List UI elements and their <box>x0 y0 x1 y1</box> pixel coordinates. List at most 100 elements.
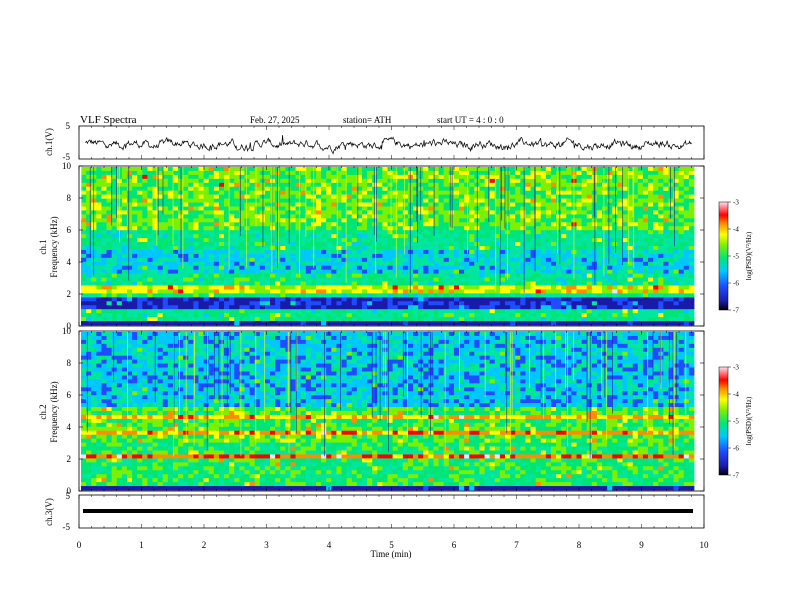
spectrogram-cell <box>479 202 485 207</box>
spectrogram-cell <box>361 218 368 223</box>
spectrogram-cell <box>86 293 92 298</box>
spectrogram-cell <box>132 238 138 243</box>
spectrogram-cell <box>346 226 353 231</box>
spectrogram-cell <box>448 170 455 176</box>
spectrogram-cell <box>617 226 623 231</box>
spectrogram-cell <box>336 309 342 314</box>
spectrogram-cell <box>326 230 332 235</box>
spectrogram-cell <box>566 313 572 318</box>
spectrogram-cell <box>683 210 690 215</box>
spectrogram-cell <box>515 182 521 188</box>
spectrogram-cell <box>331 281 337 286</box>
spectrogram-cell <box>397 214 404 219</box>
spectrogram-cell <box>474 309 480 314</box>
spectrogram-cell <box>535 230 542 235</box>
spectrogram-cell <box>397 182 404 188</box>
spectrogram-cell <box>464 317 470 322</box>
spectrogram-cell <box>172 309 179 314</box>
spectrogram-cell <box>596 269 603 275</box>
spectrogram-cell <box>602 234 608 239</box>
spectrogram-cell <box>617 269 623 275</box>
spectrogram-cell <box>162 249 169 255</box>
spectrogram-cell <box>525 265 531 271</box>
spectrogram-cell <box>561 313 567 318</box>
spectrogram-cell <box>147 313 153 318</box>
spectrogram-cell <box>520 238 526 243</box>
spectrogram-cell <box>678 167 685 172</box>
spectrogram-cell <box>581 214 588 219</box>
spectrogram-cell <box>305 242 312 247</box>
spectrogram-cell <box>566 210 572 215</box>
spectrogram-cell <box>453 234 460 239</box>
spectrogram-cell <box>101 186 107 192</box>
spectrogram-cell <box>402 222 409 227</box>
spectrogram-cell <box>484 269 491 275</box>
spectrogram-cell <box>469 174 475 180</box>
spectrogram-cell <box>448 178 455 184</box>
spectrogram-cell <box>453 222 460 227</box>
spectrogram-cell <box>397 174 404 180</box>
spectrogram-cell <box>126 246 133 251</box>
spectrogram-cell <box>469 206 475 211</box>
spectrogram-cell <box>658 313 664 318</box>
spectrogram-cell <box>663 273 669 278</box>
spectrogram-cell <box>254 218 261 223</box>
spectrogram-cell <box>249 230 256 235</box>
spectrogram-cell <box>137 285 143 290</box>
spectrogram-cell <box>86 281 92 286</box>
spectrogram-cell <box>484 238 491 243</box>
spectrogram-cell <box>290 182 296 188</box>
spectrogram-cell <box>535 174 542 180</box>
spectrogram-cell <box>658 321 664 326</box>
spectrogram-cell <box>377 321 383 326</box>
spectrogram-cell <box>464 230 470 235</box>
spectrogram-cell <box>356 257 363 263</box>
spectrogram-cell <box>443 198 450 203</box>
spectrogram-cell <box>229 253 235 259</box>
spectrogram-cell <box>637 253 644 259</box>
spectrogram-cell <box>530 226 537 231</box>
spectrogram-cell <box>556 218 562 223</box>
spectrogram-cell <box>116 269 123 275</box>
spectrogram-cell <box>132 289 138 294</box>
spectrogram-cell <box>530 202 537 207</box>
spectrogram-cell <box>550 222 557 227</box>
spectrogram-cell <box>101 273 107 278</box>
spectrogram-cell <box>280 289 286 294</box>
spectrogram-cell <box>479 253 485 259</box>
spectrogram-cell <box>678 198 685 203</box>
spectrogram-cell <box>566 293 572 298</box>
spectrogram-cell <box>484 305 491 310</box>
spectrogram-cell <box>162 289 169 294</box>
spectrogram-cell <box>688 301 695 306</box>
spectrogram-cell <box>499 249 506 255</box>
spectrogram-cell <box>658 202 664 207</box>
spectrogram-cell <box>121 174 128 180</box>
spectrogram-cell <box>561 182 567 188</box>
spectrogram-cell <box>581 265 588 271</box>
spectrogram-cell <box>121 257 128 263</box>
spectrogram-cell <box>596 202 603 207</box>
spectrogram-cell <box>157 253 164 259</box>
spectrogram-cell <box>683 214 690 219</box>
spectrogram-cell <box>367 186 373 192</box>
spectrogram-cell <box>213 281 220 286</box>
spectrogram-cell <box>402 206 409 211</box>
spectrogram-cell <box>142 230 148 235</box>
spectrogram-cell <box>443 170 450 176</box>
spectrogram-cell <box>198 186 204 192</box>
spectrogram-cell <box>285 198 291 203</box>
spectrogram-cell <box>459 261 465 267</box>
spectrogram-cell <box>315 182 322 188</box>
spectrogram-cell <box>336 277 342 282</box>
spectrogram-cell <box>244 242 250 247</box>
spectrogram-cell <box>530 218 537 223</box>
spectrogram-cell <box>561 285 567 290</box>
spectrogram-cell <box>392 198 399 203</box>
spectrogram-cell <box>627 321 634 326</box>
spectrogram-cell <box>545 174 552 180</box>
spectrogram-cell <box>147 253 153 259</box>
spectrogram-cell <box>259 273 266 278</box>
spectrogram-cell <box>423 186 429 192</box>
spectrogram-cell <box>142 301 148 306</box>
